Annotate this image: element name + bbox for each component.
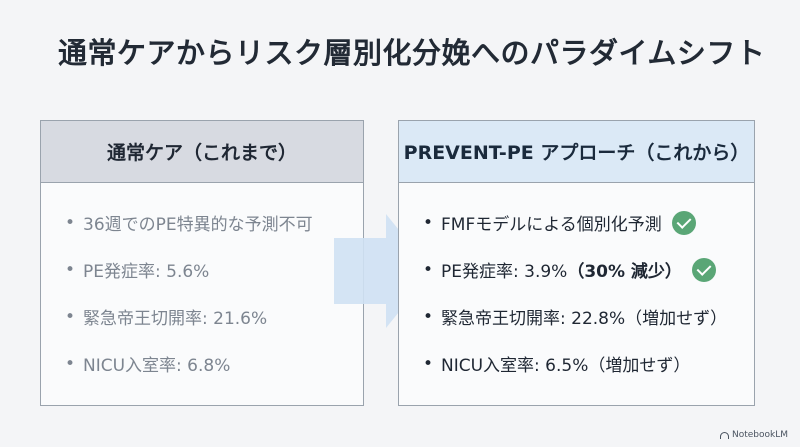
list-item: • NICU入室率: 6.5%（増加せず） — [423, 340, 754, 387]
list-item: • NICU入室率: 6.8% — [65, 340, 363, 387]
check-circle-icon — [671, 210, 696, 235]
list-item: • PE発症率: 5.6% — [65, 246, 363, 293]
list-item-text: 緊急帝王切開率: 22.8%（増加せず） — [441, 309, 728, 329]
usual-care-panel: 通常ケア（これまで） • 36週でのPE特異的な予測不可 • PE発症率: 5.6%… — [40, 120, 364, 406]
usual-care-list: • 36週でのPE特異的な予測不可 • PE発症率: 5.6% • 緊急帝王切開率: … — [41, 183, 363, 387]
reduction-highlight: （30% 減少） — [567, 262, 682, 282]
list-item: • PE発症率: 3.9% （30% 減少） — [423, 246, 754, 293]
brand-label: NotebookLM — [731, 430, 788, 440]
prevent-pe-header: PREVENT-PE アプローチ（これから） — [399, 121, 754, 183]
bullet: • — [423, 306, 434, 327]
check-circle-icon — [691, 257, 716, 282]
list-item-text: 緊急帝王切開率: 21.6% — [83, 309, 268, 329]
brand-watermark: NotebookLM — [719, 430, 788, 440]
prevent-pe-panel: PREVENT-PE アプローチ（これから） • FMFモデルによる個別化予測 … — [398, 120, 755, 406]
notebooklm-logo-icon — [719, 431, 729, 439]
bullet: • — [65, 306, 76, 327]
bullet: • — [423, 259, 434, 280]
slide-title: 通常ケアからリスク層別化分娩へのパラダイムシフト — [58, 36, 766, 70]
list-item: • 緊急帝王切開率: 21.6% — [65, 293, 363, 340]
prevent-pe-list: • FMFモデルによる個別化予測 • PE発症率: 3.9% （30% 減少） … — [399, 183, 754, 387]
list-item: • 緊急帝王切開率: 22.8%（増加せず） — [423, 293, 754, 340]
list-item-text: PE発症率: 5.6% — [83, 262, 210, 282]
bullet: • — [65, 259, 76, 280]
bullet: • — [65, 212, 76, 233]
list-item-text: NICU入室率: 6.8% — [83, 356, 231, 376]
list-item-text: FMFモデルによる個別化予測 — [441, 215, 662, 235]
bullet: • — [423, 212, 434, 233]
usual-care-header: 通常ケア（これまで） — [41, 121, 363, 183]
list-item-text: NICU入室率: 6.5%（増加せず） — [441, 356, 691, 376]
list-item: • 36週でのPE特異的な予測不可 — [65, 199, 363, 246]
list-item: • FMFモデルによる個別化予測 — [423, 199, 754, 246]
bullet: • — [423, 353, 434, 374]
list-item-text: 36週でのPE特異的な予測不可 — [83, 215, 313, 235]
list-item-text: PE発症率: 3.9% — [441, 262, 568, 282]
bullet: • — [65, 353, 76, 374]
